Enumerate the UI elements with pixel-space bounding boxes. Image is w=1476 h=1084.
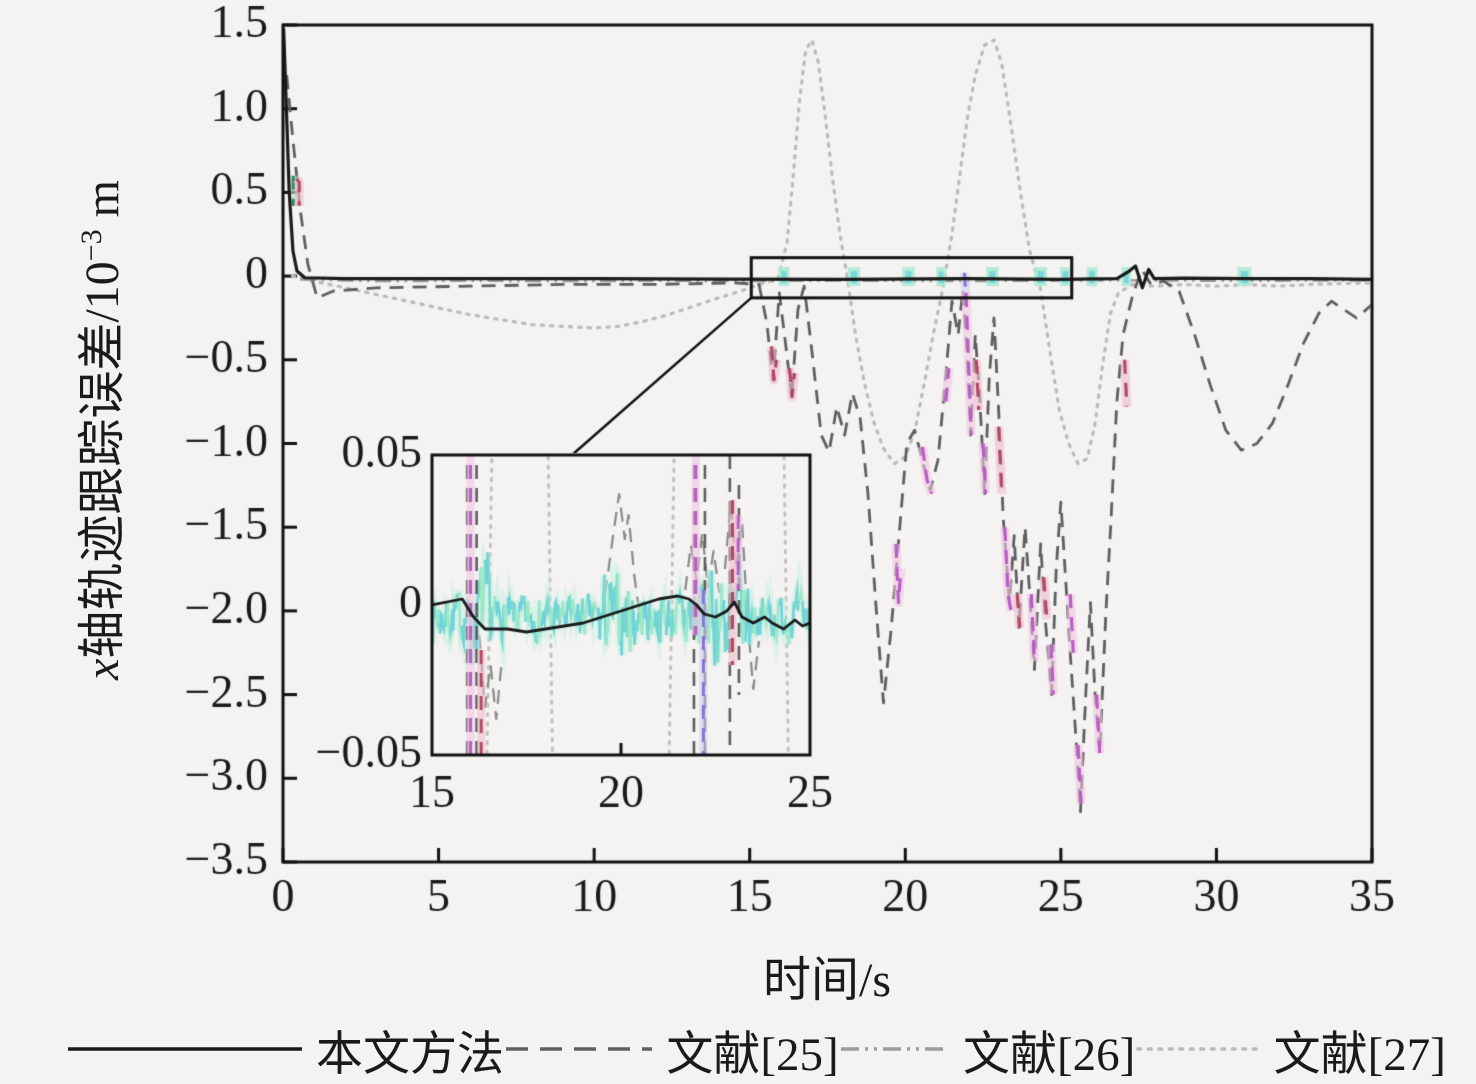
legend: 本文方法 文献[25] 文献[26] 文献[27]	[66, 1018, 1446, 1081]
legend-line-solid-icon	[68, 1047, 302, 1051]
legend-item-3: 文献[27]	[1135, 1015, 1446, 1084]
legend-label: 文献[25]	[666, 1028, 839, 1081]
legend-item-1: 文献[25]	[504, 1015, 839, 1084]
legend-label: 本文方法	[316, 1028, 504, 1081]
y-axis-label: x轴轨迹跟踪误差/10−3 m	[62, 180, 132, 680]
legend-line-dashed-icon	[506, 1047, 653, 1051]
legend-line-dashdotdot-icon	[841, 1047, 949, 1051]
y-axis-label-unit: m	[76, 180, 129, 230]
legend-label: 文献[26]	[963, 1028, 1136, 1081]
legend-item-2: 文献[26]	[839, 1015, 1135, 1084]
legend-item-0: 本文方法	[66, 1015, 504, 1084]
legend-line-dotted-icon	[1135, 1047, 1262, 1051]
y-axis-label-exponent: −3	[75, 229, 108, 262]
legend-label: 文献[27]	[1273, 1028, 1446, 1081]
y-axis-label-variable: x	[76, 658, 129, 680]
y-axis-label-text: 轴轨迹跟踪误差/10	[76, 261, 129, 659]
x-axis-label: 时间/s	[762, 954, 892, 1007]
